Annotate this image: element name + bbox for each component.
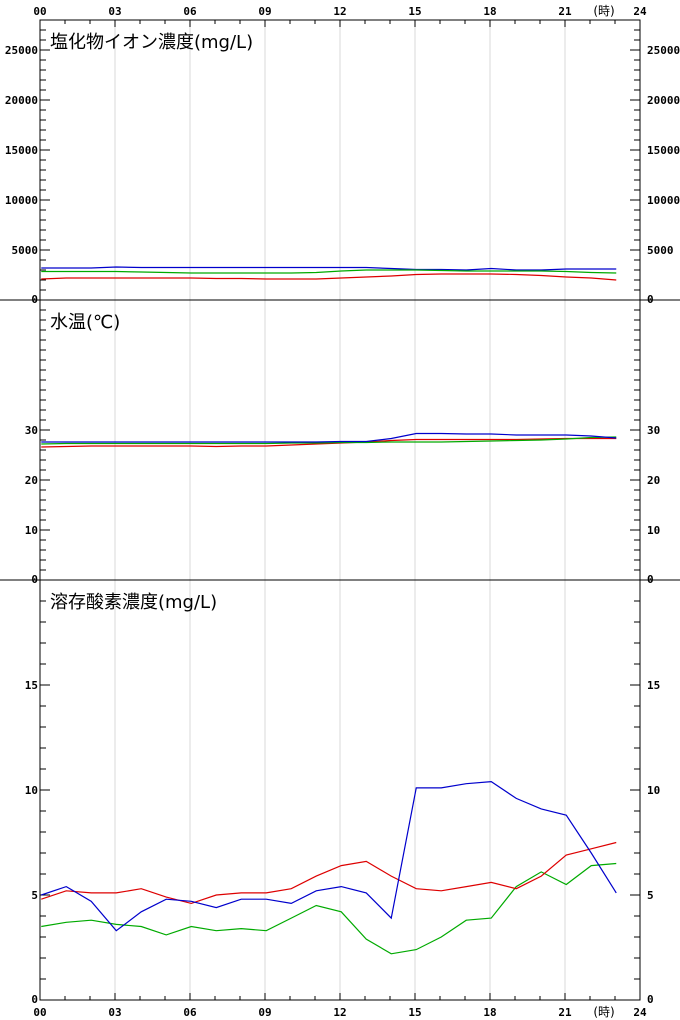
x-tick-label-top: 15: [408, 5, 421, 18]
y-tick-label-right: 10: [647, 524, 660, 537]
x-tick-label-top: 03: [108, 5, 121, 18]
series-line: [41, 266, 617, 271]
series-line: [41, 436, 617, 445]
y-tick-label-left: 5000: [12, 244, 39, 257]
y-tick-label-right: 0: [647, 993, 654, 1006]
x-tick-label-top: 00: [33, 5, 46, 18]
y-tick-label-left: 10000: [5, 194, 38, 207]
series-line: [41, 432, 617, 443]
y-tick-label-right: 10: [647, 784, 660, 797]
x-tick-label-bottom: 24: [633, 1006, 647, 1019]
x-tick-label-bottom: 00: [33, 1006, 46, 1019]
hour-unit-label-top: (時): [593, 4, 614, 18]
y-tick-label-right: 15000: [647, 144, 680, 157]
y-tick-label-right: 30: [647, 424, 660, 437]
x-tick-label-top: 06: [183, 5, 197, 18]
y-tick-label-right: 5000: [647, 244, 674, 257]
x-tick-label-top: 24: [633, 5, 647, 18]
x-tick-label-bottom: 18: [483, 1006, 496, 1019]
x-tick-label-bottom: 12: [333, 1006, 346, 1019]
y-tick-label-left: 20000: [5, 94, 38, 107]
y-tick-label-right: 15: [647, 679, 660, 692]
panel-title: 溶存酸素濃度(mg/L): [50, 592, 217, 613]
series-line: [41, 437, 617, 448]
x-tick-label-bottom: 06: [183, 1006, 197, 1019]
y-tick-label-left: 0: [31, 993, 38, 1006]
x-tick-label-top: 21: [558, 5, 572, 18]
y-tick-label-left: 5: [31, 889, 38, 902]
x-tick-label-bottom: 21: [558, 1006, 572, 1019]
y-tick-label-left: 20: [25, 474, 38, 487]
y-tick-label-right: 20: [647, 474, 660, 487]
panel-title: 水温(℃): [50, 312, 120, 333]
series-line: [41, 269, 617, 274]
y-tick-label-right: 25000: [647, 44, 680, 57]
plot-frame: [39, 19, 641, 1001]
y-tick-label-right: 5: [647, 889, 654, 902]
series-line: [41, 841, 617, 905]
x-tick-label-bottom: 15: [408, 1006, 421, 1019]
y-tick-label-left: 10: [25, 524, 38, 537]
series-line: [41, 273, 617, 281]
x-tick-label-top: 12: [333, 5, 346, 18]
y-tick-label-left: 15: [25, 679, 38, 692]
x-tick-label-bottom: 09: [258, 1006, 271, 1019]
y-tick-label-right: 20000: [647, 94, 680, 107]
y-tick-label-left: 25000: [5, 44, 38, 57]
x-tick-label-bottom: 03: [108, 1006, 121, 1019]
y-tick-label-left: 10: [25, 784, 38, 797]
x-tick-label-top: 18: [483, 5, 496, 18]
y-tick-label-left: 15000: [5, 144, 38, 157]
panel-title: 塩化物イオン濃度(mg/L): [50, 32, 253, 53]
y-tick-label-right: 10000: [647, 194, 680, 207]
y-tick-label-left: 30: [25, 424, 38, 437]
series-line: [41, 862, 617, 955]
series-line: [41, 780, 617, 932]
hour-unit-label-bottom: (時): [593, 1005, 614, 1019]
x-tick-label-top: 09: [258, 5, 271, 18]
